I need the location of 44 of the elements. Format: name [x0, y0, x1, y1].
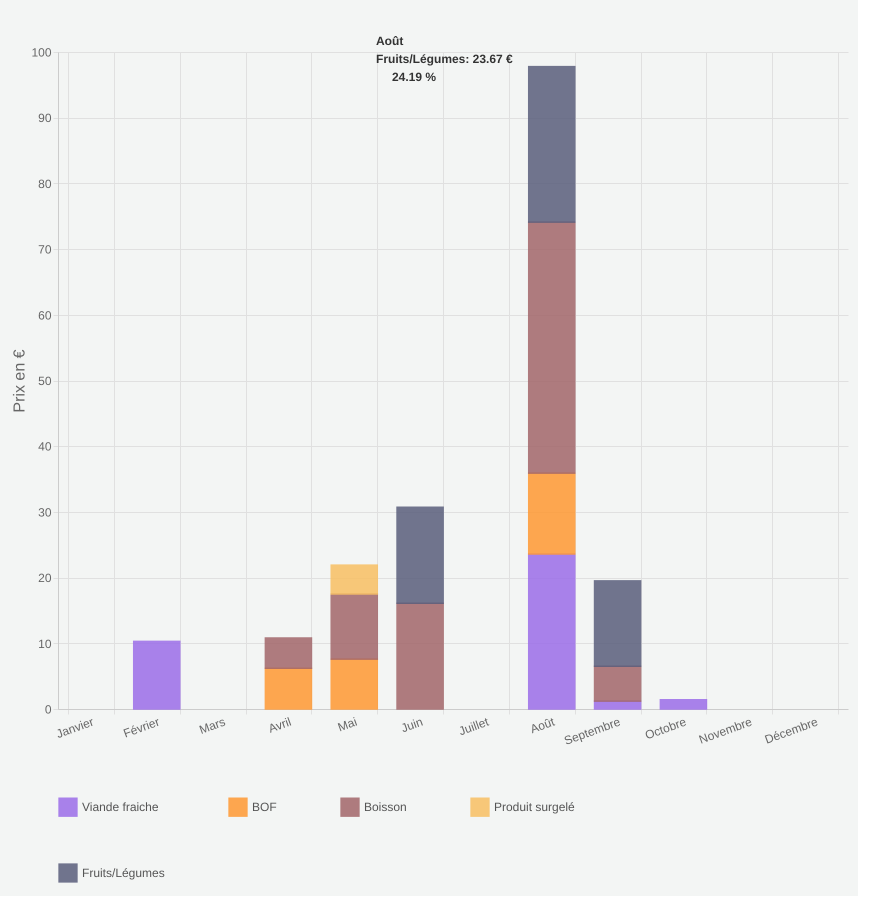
y-tick-label: 60: [38, 308, 52, 322]
bar: [528, 221, 576, 474]
y-tick-label: 10: [38, 636, 52, 651]
bar: [528, 553, 576, 710]
bar: [264, 637, 312, 670]
y-tick-label: 80: [38, 176, 52, 191]
bar: [132, 640, 181, 710]
x-tick-label: Juin: [399, 714, 425, 736]
bar: [330, 658, 378, 710]
annotation: 24.19 %: [392, 70, 436, 84]
bar: [396, 506, 444, 604]
bar: [528, 66, 576, 223]
y-tick-label: 90: [38, 111, 52, 126]
bar: [396, 602, 444, 710]
bar: [594, 666, 642, 702]
y-tick-label: 0: [44, 702, 52, 716]
x-tick-label: Mai: [336, 714, 359, 734]
legend-label: Viande fraiche: [82, 800, 159, 814]
legend-label: Boisson: [364, 800, 407, 814]
bar: [330, 593, 378, 660]
y-tick-label: 100: [31, 46, 52, 60]
x-tick-label: Juillet: [456, 714, 492, 738]
y-tick-label: 30: [38, 505, 52, 520]
x-tick-label: Octobre: [643, 714, 688, 742]
annotation: Fruits/Légumes: 23.67 €: [376, 52, 514, 66]
x-tick-label: Mars: [197, 714, 228, 737]
legend-label: Produit surgelé: [494, 800, 576, 814]
bar: [264, 668, 312, 710]
x-tick-label: Avril: [266, 714, 294, 736]
y-axis-title: Prix en €: [11, 349, 28, 413]
x-tick-label: Janvier: [54, 714, 96, 742]
y-tick-label: 70: [38, 242, 52, 257]
y-tick-label: 50: [38, 374, 52, 388]
legend-label: BOF: [252, 800, 277, 814]
x-tick-label: Août: [528, 714, 557, 736]
text: Août: [376, 34, 404, 48]
bar: [330, 564, 378, 595]
y-tick-label: 20: [38, 571, 52, 586]
y-tick-label: 40: [38, 440, 52, 454]
x-tick-label: Février: [121, 714, 162, 741]
bar: [528, 472, 576, 555]
legend-label: Fruits/Légumes: [82, 866, 165, 880]
bar: [594, 580, 642, 668]
bar: [660, 699, 708, 710]
